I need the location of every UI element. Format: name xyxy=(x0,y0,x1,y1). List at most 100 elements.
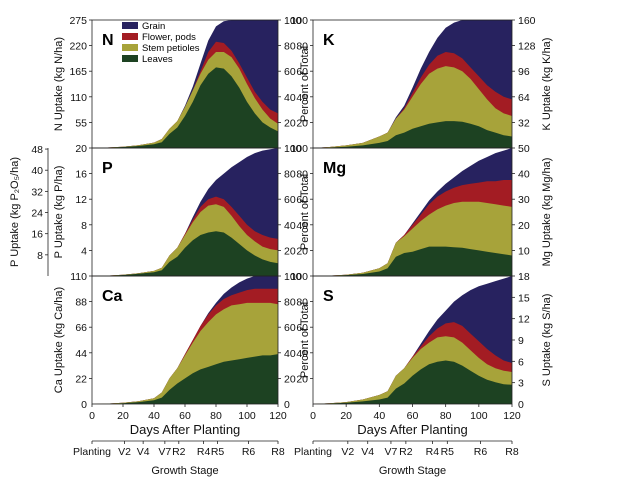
percent-tick-label: 80 xyxy=(284,297,296,309)
panel-title: Ca xyxy=(102,288,123,305)
x-tick-label: 0 xyxy=(89,410,95,422)
percent-tick-label: 40 xyxy=(284,220,296,232)
outer-tick-label: 8 xyxy=(37,250,43,262)
y-tick-label: 6 xyxy=(518,356,524,368)
percent-tick-label: 60 xyxy=(284,194,296,206)
y-tick-label: 110 xyxy=(70,271,87,283)
growth-stage-label: V7 xyxy=(385,446,398,458)
percent-axis-label: Percent of Total xyxy=(299,46,311,122)
growth-stage-label: R5 xyxy=(211,446,225,458)
percent-tick-label: 20 xyxy=(284,117,296,129)
y-tick-label: 110 xyxy=(70,92,87,104)
legend-label: Stem petioles xyxy=(142,43,200,54)
x-tick-label: 60 xyxy=(179,410,191,422)
area-n-leaves xyxy=(92,67,278,148)
x-tick-label: 120 xyxy=(269,410,287,422)
growth-stage-axis-label: Growth Stage xyxy=(379,465,446,477)
panel-ca: Ca 22 44 66 88 110 20 40 60 80 100 0 Percent of Tota… xyxy=(53,271,311,411)
area-ca-leaves xyxy=(92,354,278,404)
growth-stage-label: V2 xyxy=(341,446,354,458)
y-tick-label: 50 xyxy=(518,143,530,155)
element-uptake-label: Ca Uptake (kg Ca/ha) xyxy=(53,287,65,393)
y-tick-label: 12 xyxy=(75,194,87,206)
outer-tick-label: 40 xyxy=(31,165,43,177)
percent-tick-label: 40 xyxy=(284,92,296,104)
y-tick-label: 9 xyxy=(518,335,524,347)
y-tick-label: 60 xyxy=(296,194,308,206)
y-tick-label: 275 xyxy=(69,15,87,27)
y-tick-label: 55 xyxy=(75,117,87,129)
y-tick-label: 44 xyxy=(75,348,87,360)
y-tick-label: 4 xyxy=(81,245,87,257)
percent-tick-label: 20 xyxy=(284,245,296,257)
percent-tick-label: 0 xyxy=(284,399,290,411)
y-tick-label: 100 xyxy=(290,271,308,283)
y-tick-label: 18 xyxy=(518,271,530,283)
area-s-leaves xyxy=(313,360,512,404)
y-tick-label: 20 xyxy=(296,117,308,129)
y-tick-label: 20 xyxy=(296,373,308,385)
legend-swatch xyxy=(122,55,138,62)
y-tick-label: 80 xyxy=(296,169,308,181)
y-tick-label: 96 xyxy=(518,66,530,78)
y-tick-label: 80 xyxy=(296,297,308,309)
element-uptake-label: S Uptake (kg S/ha) xyxy=(541,294,553,387)
panel-title: K xyxy=(323,32,335,49)
y-tick-label: 3 xyxy=(518,378,524,390)
growth-stage-label: R4 xyxy=(426,446,440,458)
y-tick-label: 8 xyxy=(81,220,87,232)
growth-stage-axis-label: Growth Stage xyxy=(151,465,218,477)
x-tick-label: 100 xyxy=(238,410,256,422)
percent-tick-label: 100 xyxy=(284,15,302,27)
growth-stage-label: R2 xyxy=(172,446,186,458)
legend-label: Grain xyxy=(142,21,165,32)
y-tick-label: 100 xyxy=(290,15,308,27)
panel-title: P xyxy=(102,160,113,177)
outer-tick-label: 32 xyxy=(31,186,43,198)
x-tick-label: 20 xyxy=(117,410,129,422)
panel-title: N xyxy=(102,32,114,49)
growth-stage-label: V4 xyxy=(137,446,150,458)
y-tick-label: 165 xyxy=(69,66,87,78)
y-tick-label: 15 xyxy=(518,292,530,304)
growth-stage-label: R8 xyxy=(271,446,285,458)
legend-swatch xyxy=(122,33,138,40)
y-tick-label: 30 xyxy=(518,194,530,206)
y-tick-label: 12 xyxy=(518,314,530,326)
y-tick-label: 60 xyxy=(296,66,308,78)
percent-axis-label: Percent of Total xyxy=(299,174,311,250)
y-tick-label: 88 xyxy=(75,297,87,309)
x-axis-label: Days After Planting xyxy=(357,422,468,437)
y-tick-label: 10 xyxy=(518,245,530,257)
x-tick-label: 80 xyxy=(440,410,452,422)
y-tick-label: 20 xyxy=(296,245,308,257)
y-tick-label: 32 xyxy=(518,117,530,129)
percent-tick-label: 80 xyxy=(284,169,296,181)
x-tick-label: 0 xyxy=(310,410,316,422)
x-tick-label: 120 xyxy=(503,410,521,422)
legend-label: Flower, pods xyxy=(142,32,196,43)
y-tick-label: 20 xyxy=(75,143,87,155)
y-tick-label: 128 xyxy=(518,41,536,53)
x-tick-label: 40 xyxy=(373,410,385,422)
element-uptake-label: Mg Uptake (kg Mg/ha) xyxy=(541,158,553,267)
percent-tick-label: 80 xyxy=(284,41,296,53)
y-tick-label: 40 xyxy=(296,92,308,104)
growth-stage-label: V4 xyxy=(361,446,374,458)
y-tick-label: 40 xyxy=(518,169,530,181)
y-tick-label: 100 xyxy=(290,143,308,155)
growth-stage-label: R8 xyxy=(505,446,519,458)
y-tick-label: 160 xyxy=(518,15,536,27)
area-mg-leaves xyxy=(313,246,512,276)
panel-s: S 20 40 60 80 100 3 6 9 12 15 18 0 S Uptake (kg S/ha) xyxy=(290,271,553,411)
growth-stage-label: Planting xyxy=(294,446,332,458)
growth-stage-label: R5 xyxy=(441,446,455,458)
x-tick-label: 60 xyxy=(407,410,419,422)
panel-n: N 55 110 165 220 275 20 40 60 80 100 Percent of Tot… xyxy=(53,15,311,148)
growth-stage-label: Planting xyxy=(73,446,111,458)
y-tick-label: 66 xyxy=(75,322,87,334)
x-tick-label: 80 xyxy=(210,410,222,422)
x-tick-label: 20 xyxy=(340,410,352,422)
y-tick-label: 16 xyxy=(75,169,87,181)
outer-tick-label: 16 xyxy=(31,229,43,241)
